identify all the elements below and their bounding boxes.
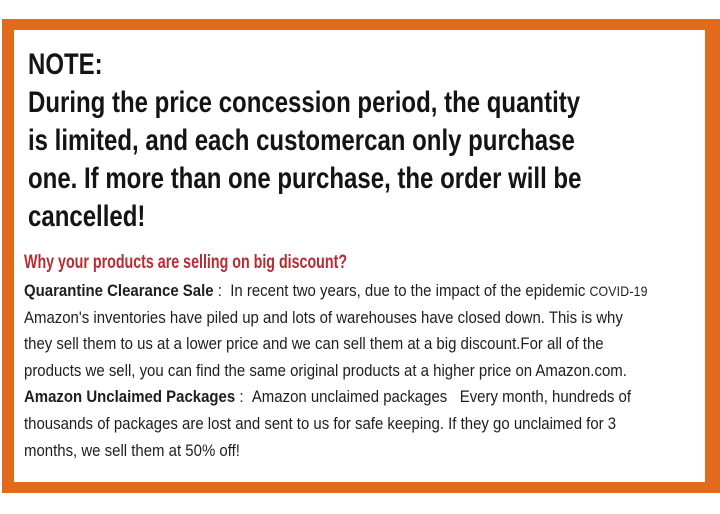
separator-colon: : <box>213 281 231 300</box>
unclaimed-packages-lead: Amazon Unclaimed Packages <box>24 387 236 407</box>
quarantine-clearance-text-rest: Amazon's inventories have piled up and l… <box>24 307 627 380</box>
quarantine-clearance-text: In recent two years, due to the impact o… <box>230 281 590 300</box>
orange-frame: NOTE: During the price concession period… <box>2 19 720 493</box>
discount-body: Quarantine Clearance Sale : In recent tw… <box>24 278 705 464</box>
content-area: NOTE: During the price concession period… <box>14 30 705 482</box>
note-text: NOTE: During the price concession period… <box>28 48 582 233</box>
quarantine-clearance-lead: Quarantine Clearance Sale <box>24 281 214 300</box>
covid-19-label: COVID-19 <box>589 283 648 299</box>
paragraph-quarantine-clearance: Quarantine Clearance Sale : In recent tw… <box>24 278 705 384</box>
separator-colon: : <box>235 387 252 407</box>
discount-heading: Why your products are selling on big dis… <box>24 252 348 273</box>
unclaimed-packages-text: Amazon unclaimed packages Every month, h… <box>24 387 632 460</box>
paragraph-unclaimed-packages: Amazon Unclaimed Packages : Amazon uncla… <box>24 384 705 464</box>
